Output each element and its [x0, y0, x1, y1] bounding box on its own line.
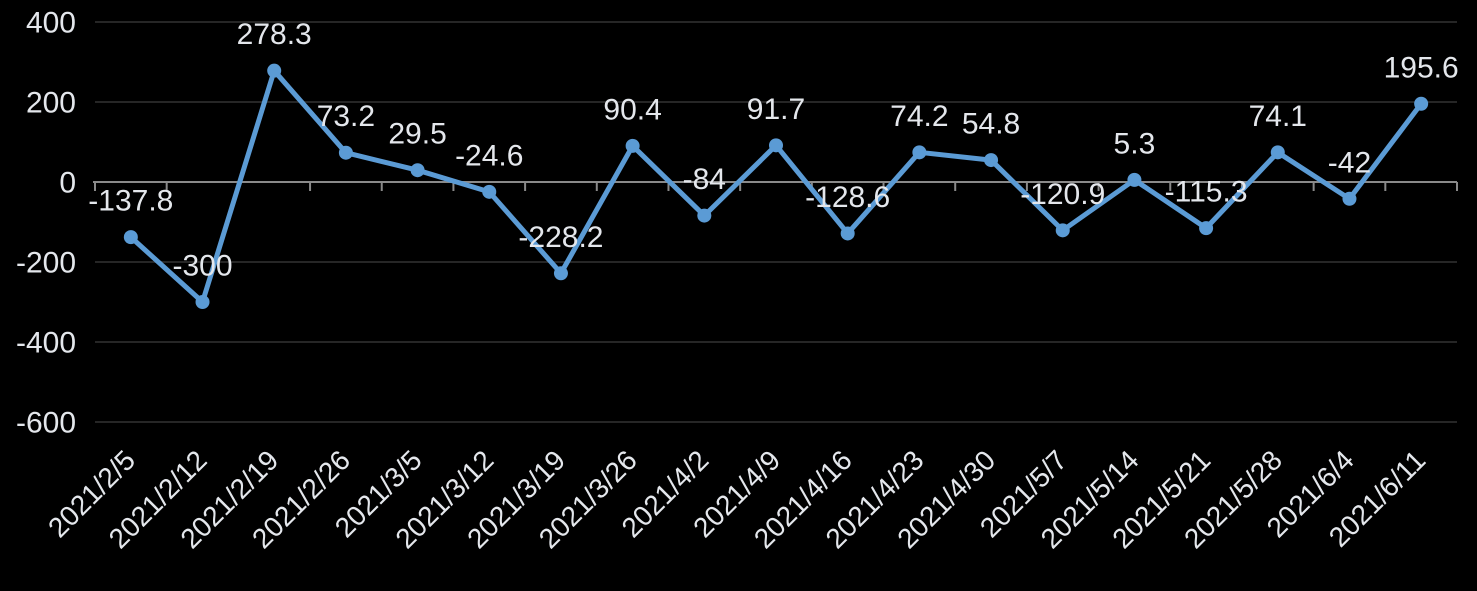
data-label: 278.3 [237, 18, 312, 51]
data-label: 195.6 [1384, 51, 1459, 84]
data-label: -115.3 [1165, 176, 1248, 209]
data-point-marker [410, 163, 425, 178]
data-point-marker [123, 230, 138, 245]
y-axis-tick-label: 0 [59, 167, 76, 200]
y-axis-tick-label: -200 [16, 247, 76, 280]
data-point-marker [984, 153, 999, 168]
data-label: 5.3 [1114, 127, 1156, 160]
data-label: 54.8 [962, 108, 1020, 141]
data-point-marker [1342, 191, 1357, 206]
data-point-marker [553, 266, 568, 281]
data-point-marker [840, 226, 855, 241]
y-axis-tick-label: -600 [16, 407, 76, 440]
data-label: 74.2 [890, 100, 948, 133]
data-label: 91.7 [747, 93, 805, 126]
data-point-marker [195, 295, 210, 309]
data-label: -120.9 [1020, 178, 1105, 211]
data-label: 74.1 [1249, 100, 1307, 133]
y-axis-tick-label: -400 [16, 327, 76, 360]
data-label: -137.8 [88, 185, 173, 218]
data-label: -228.2 [518, 221, 603, 254]
data-label: -300 [173, 250, 233, 283]
data-point-marker [1414, 96, 1429, 111]
data-point-marker [482, 184, 497, 199]
data-point-marker [1055, 223, 1070, 238]
data-point-marker [1199, 221, 1214, 236]
data-label: -24.6 [455, 139, 523, 172]
data-point-marker [1270, 145, 1285, 160]
data-point-marker [697, 208, 712, 223]
data-label: 90.4 [603, 93, 661, 126]
data-point-marker [769, 138, 783, 153]
data-point-marker [625, 138, 640, 153]
y-axis-tick-label: 200 [26, 87, 76, 120]
data-label: 73.2 [317, 100, 375, 133]
data-point-marker [1127, 172, 1142, 187]
y-axis-tick-label: 400 [26, 7, 76, 40]
data-label: -42 [1328, 146, 1371, 179]
data-label: -128.6 [805, 181, 890, 214]
data-label: 29.5 [388, 118, 446, 151]
data-label: -84 [683, 163, 726, 196]
data-point-marker [338, 145, 353, 160]
data-point-marker [912, 145, 927, 160]
data-point-marker [267, 63, 282, 78]
